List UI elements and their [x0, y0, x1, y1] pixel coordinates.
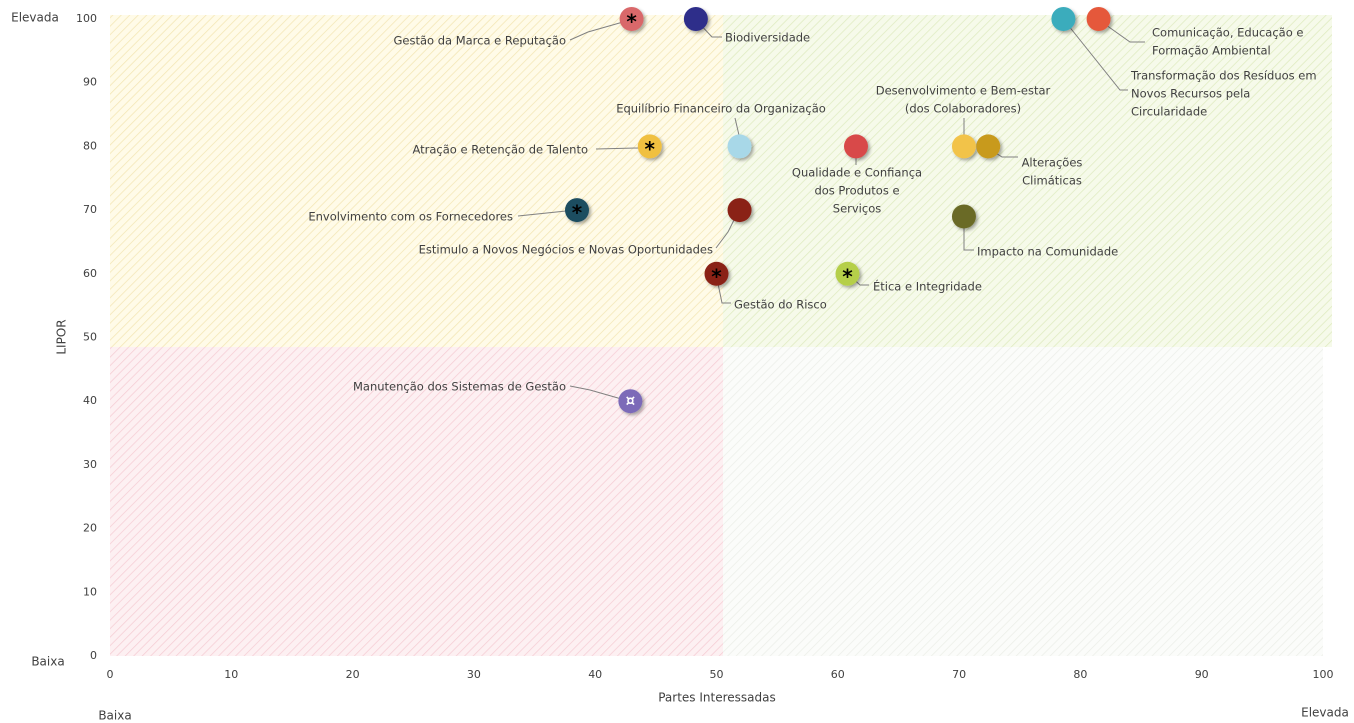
y-tick-label: 0: [90, 649, 97, 662]
point-label: Estimulo a Novos Negócios e Novas Oportu…: [419, 243, 713, 257]
point-label: Gestão da Marca e Reputação: [393, 34, 566, 48]
point-symbol: *: [626, 10, 637, 34]
point: [1051, 7, 1076, 31]
y-tick-label: 70: [83, 203, 97, 216]
corner-label: Baixa: [31, 655, 64, 669]
point-label: dos Produtos e: [814, 184, 899, 198]
y-tick-label: 90: [83, 76, 97, 89]
point-label: Serviços: [833, 202, 881, 216]
y-tick-label: 20: [83, 522, 97, 535]
point-label: Comunicação, Educação e: [1152, 26, 1304, 40]
x-tick-label: 80: [1073, 668, 1087, 681]
y-tick-label: 10: [83, 585, 97, 598]
point-label: Novos Recursos pela: [1131, 87, 1250, 101]
point-symbol: *: [842, 264, 853, 288]
corner-label: Baixa: [98, 709, 131, 723]
y-tick-label: 80: [83, 139, 97, 152]
point-label: Climáticas: [1022, 174, 1082, 188]
point-label: Manutenção dos Sistemas de Gestão: [353, 380, 566, 394]
point: [727, 198, 752, 223]
x-tick-label: 60: [831, 668, 845, 681]
x-tick-label: 100: [1313, 668, 1334, 681]
point-label: Qualidade e Confiança: [792, 166, 922, 180]
point: [951, 204, 976, 229]
point: [637, 134, 662, 159]
point-label: Formação Ambiental: [1152, 44, 1271, 58]
y-axis-title: LIPOR: [55, 319, 69, 354]
x-tick-label: 0: [107, 668, 114, 681]
point: [704, 261, 729, 286]
point-label: Alterações: [1022, 156, 1083, 170]
x-tick-label: 50: [710, 668, 724, 681]
point-label: Desenvolvimento e Bem-estar: [876, 84, 1051, 98]
leader-line: [569, 385, 626, 401]
y-tick-label: 30: [83, 458, 97, 471]
leader-line: [1098, 19, 1145, 43]
x-tick-label: 30: [467, 668, 481, 681]
x-tick-label: 10: [224, 668, 238, 681]
leader-line: [517, 210, 567, 217]
point-symbol: ¤: [626, 392, 636, 410]
point: [683, 7, 708, 31]
quadrant: [723, 15, 1332, 347]
leader-line: [1063, 19, 1128, 91]
point-symbol: *: [711, 264, 722, 288]
point: [1086, 7, 1111, 31]
point-label: Equilíbrio Financeiro da Organização: [616, 102, 826, 116]
point-label: Impacto na Comunidade: [977, 245, 1118, 259]
leader-line: [569, 19, 631, 41]
point-label: (dos Colaboradores): [905, 102, 1021, 116]
point-symbol: *: [572, 201, 583, 225]
point-label: Biodiversidade: [725, 31, 810, 45]
point: [727, 134, 752, 159]
x-tick-label: 70: [952, 668, 966, 681]
quadrant: [723, 347, 1323, 656]
x-tick-label: 40: [588, 668, 602, 681]
point-label: Transformação dos Resíduos em: [1130, 69, 1317, 83]
x-tick-label: 20: [346, 668, 360, 681]
point: [618, 389, 643, 414]
point: [619, 7, 644, 31]
point-label: Gestão do Risco: [734, 298, 827, 312]
y-tick-label: 50: [83, 331, 97, 344]
y-tick-label: 100: [76, 12, 97, 25]
point: [976, 134, 1001, 159]
y-tick-label: 60: [83, 267, 97, 280]
point: [565, 198, 590, 223]
point-label: Circularidade: [1131, 105, 1207, 119]
point-label: Ética e Integridade: [873, 279, 982, 294]
x-axis-title: Partes Interessadas: [658, 691, 776, 705]
corner-label: Elevada: [11, 11, 59, 25]
point-label: Atração e Retenção de Talento: [412, 143, 588, 157]
x-tick-label: 90: [1195, 668, 1209, 681]
leader-line: [595, 147, 639, 150]
corner-label: Elevada: [1301, 706, 1349, 720]
point-label: Envolvimento com os Fornecedores: [308, 210, 513, 224]
point: [951, 134, 976, 159]
y-tick-label: 40: [83, 394, 97, 407]
quadrant: [110, 15, 723, 347]
point: [835, 261, 860, 286]
point: [843, 134, 868, 159]
point-symbol: *: [645, 137, 656, 161]
